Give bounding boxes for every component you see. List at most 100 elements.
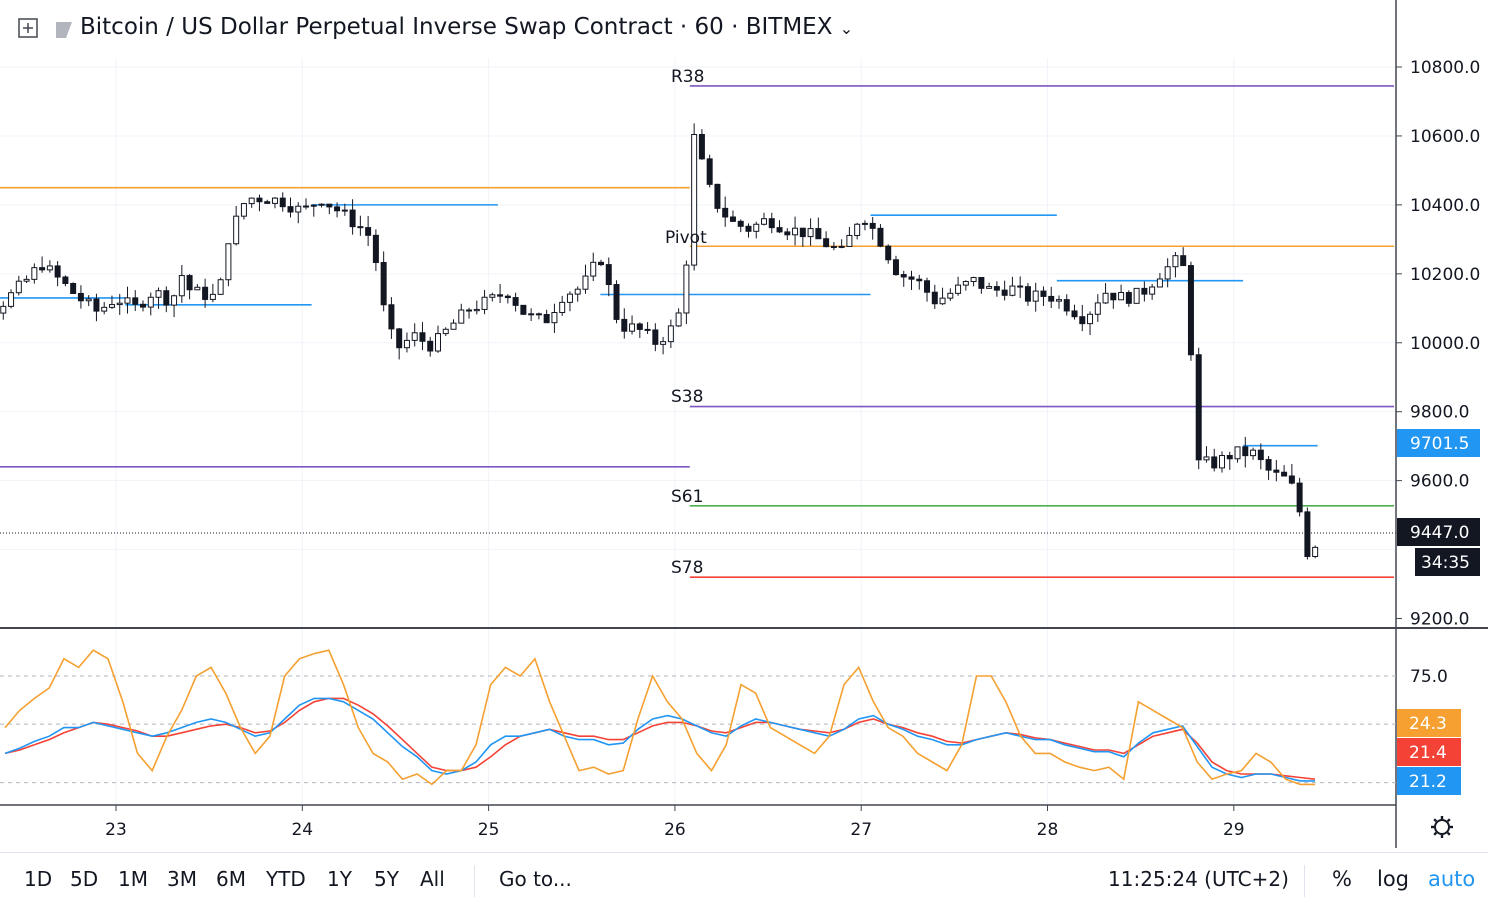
candle-body <box>0 305 7 314</box>
timeframe-1m[interactable]: 1M <box>118 867 148 891</box>
candle-body <box>1195 354 1202 461</box>
toolbar-separator <box>474 865 475 897</box>
candle-body <box>1296 482 1303 513</box>
candle-body <box>1257 449 1264 461</box>
candle-body <box>551 312 558 324</box>
candle-body <box>1110 292 1117 301</box>
price-tick-label: 10400.0 <box>1410 196 1480 216</box>
timeframe-6m[interactable]: 6M <box>216 867 246 891</box>
candle-body <box>1001 289 1008 296</box>
candle-body <box>924 280 931 293</box>
candle-body <box>900 274 907 278</box>
candle-body <box>202 286 209 300</box>
candle-body <box>792 227 799 236</box>
candle-body <box>124 297 131 304</box>
candle-body <box>978 277 985 289</box>
candle-body <box>8 292 15 307</box>
bottom-toolbar: 1D 5D 1M 3M 6M YTD 1Y 5Y All Go to... 11… <box>0 852 1488 908</box>
last-price-label: 9447.0 <box>1410 523 1469 543</box>
candle-body <box>1156 278 1163 288</box>
symbol-title[interactable]: Bitcoin / US Dollar Perpetual Inverse Sw… <box>80 14 853 40</box>
symbol-title-text: Bitcoin / US Dollar Perpetual Inverse Sw… <box>80 14 833 40</box>
stoch-third-badge <box>1397 767 1461 795</box>
candle-body <box>776 227 783 233</box>
timeframe-5d[interactable]: 5D <box>70 867 99 891</box>
blue-price-label: 9701.5 <box>1410 434 1469 454</box>
candle-body <box>1024 286 1031 302</box>
stoch-tick-label: 75.0 <box>1410 667 1448 687</box>
candle-body <box>799 227 806 238</box>
auto-toggle[interactable]: auto <box>1428 867 1476 891</box>
candle-body <box>403 339 410 349</box>
candle-body <box>70 282 77 294</box>
price-tick-label: 9800.0 <box>1410 403 1469 423</box>
candle-body <box>1265 459 1272 471</box>
candle-body <box>691 134 698 266</box>
chart-canvas[interactable]: R38 Pivot S38 S61 S78 10800.0 10600.0 1040… <box>0 0 1488 852</box>
goto-button[interactable]: Go to... <box>499 867 572 891</box>
stoch-k-badge <box>1397 709 1461 737</box>
candle-body <box>1149 286 1156 295</box>
candle-body <box>217 279 224 295</box>
candle-body <box>1063 299 1070 312</box>
timeframe-5y[interactable]: 5Y <box>374 867 399 891</box>
candle-body <box>264 201 271 204</box>
candle-body <box>1164 266 1171 280</box>
time-tick-label: 26 <box>664 820 686 840</box>
candle-body <box>256 197 263 203</box>
candle-body <box>815 228 822 240</box>
candle-body <box>310 204 317 207</box>
candle-body <box>861 222 868 225</box>
timeframe-ytd[interactable]: YTD <box>266 867 306 891</box>
candle-body <box>660 341 667 345</box>
candle-body <box>535 313 542 316</box>
candle-body <box>116 302 123 306</box>
candle-body <box>155 290 162 298</box>
candle-body <box>427 340 434 352</box>
price-tick-label: 9600.0 <box>1410 472 1469 492</box>
candle-body <box>605 264 612 286</box>
candle-body <box>698 134 705 160</box>
chevron-down-icon[interactable]: ⌄ <box>839 19 854 38</box>
candle-body <box>147 296 154 308</box>
candle-body <box>1211 456 1218 469</box>
candle-body <box>1281 471 1288 477</box>
timeframe-all[interactable]: All <box>420 867 445 891</box>
time-axis[interactable]: 23 24 25 26 27 28 29 <box>105 805 1245 840</box>
chart-header: Bitcoin / US Dollar Perpetual Inverse Sw… <box>0 0 1396 58</box>
gear-icon[interactable] <box>1431 816 1453 838</box>
candle-body <box>497 294 504 297</box>
candle-body <box>846 234 853 247</box>
add-symbol-icon[interactable] <box>18 18 38 38</box>
timeframe-1d[interactable]: 1D <box>24 867 53 891</box>
candle-body <box>543 313 550 324</box>
time-tick-label: 27 <box>850 820 872 840</box>
log-toggle[interactable]: log <box>1377 867 1410 891</box>
price-axis[interactable]: 10800.0 10600.0 10400.0 10200.0 10000.0 9800.… <box>1396 58 1480 687</box>
candle-body <box>39 267 46 271</box>
candle-body <box>1032 290 1039 302</box>
candle-body <box>761 218 768 225</box>
candle-body <box>450 322 457 330</box>
candle-body <box>644 328 651 331</box>
candle-body <box>1242 446 1249 457</box>
candle-body <box>1102 292 1109 304</box>
candle-body <box>1133 287 1140 304</box>
candle-body <box>411 332 418 341</box>
label-pivot: Pivot <box>665 228 707 248</box>
label-s78: S78 <box>671 558 703 578</box>
timeframe-3m[interactable]: 3M <box>167 867 197 891</box>
candle-body <box>1304 511 1311 557</box>
candle-body <box>140 303 147 308</box>
candle-body <box>1017 285 1024 288</box>
price-tick-label: 10800.0 <box>1410 58 1480 78</box>
candle-body <box>349 209 356 228</box>
timezone-clock[interactable]: 11:25:24 (UTC+2) <box>1108 867 1289 891</box>
candle-body <box>1273 469 1280 473</box>
candle-body <box>194 286 201 291</box>
timeframe-1y[interactable]: 1Y <box>327 867 352 891</box>
candle-body <box>667 325 674 343</box>
stoch-d-label: 21.4 <box>1409 743 1447 763</box>
percent-toggle[interactable]: % <box>1332 867 1352 891</box>
candle-body <box>613 284 620 320</box>
